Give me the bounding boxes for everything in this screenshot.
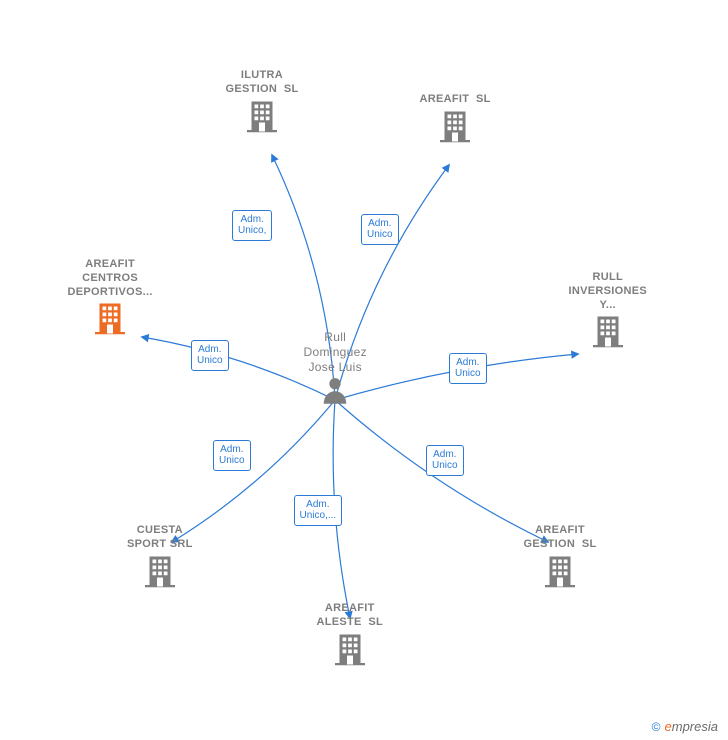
watermark-rest: mpresia: [672, 719, 718, 734]
node-ilutra[interactable]: ILUTRA GESTION SL: [226, 69, 299, 139]
edge-label-gestion: Adm. Unico: [426, 445, 464, 476]
node-aleste[interactable]: AREAFIT ALESTE SL: [317, 602, 384, 672]
watermark: © empresia: [652, 719, 718, 734]
edge-label-cuesta: Adm. Unico: [213, 440, 251, 471]
node-label: AREAFIT SL: [420, 93, 491, 107]
edge-label-centros: Adm. Unico: [191, 340, 229, 371]
edge-label-aleste: Adm. Unico,...: [294, 495, 343, 526]
node-label: AREAFIT GESTION SL: [524, 524, 597, 552]
copyright-symbol: ©: [652, 720, 661, 734]
center-label: Rull Dominguez Jose Luis: [304, 330, 367, 375]
building-icon: [590, 312, 626, 348]
center-node[interactable]: Rull Dominguez Jose Luis: [304, 330, 367, 411]
building-icon: [437, 107, 473, 143]
edge-label-areafit: Adm. Unico: [361, 214, 399, 245]
building-icon: [92, 299, 128, 335]
node-label: AREAFIT CENTROS DEPORTIVOS...: [68, 258, 153, 299]
building-icon: [542, 552, 578, 588]
person-icon: [320, 375, 350, 405]
node-label: ILUTRA GESTION SL: [226, 69, 299, 97]
edge-label-ilutra: Adm. Unico,: [232, 210, 272, 241]
node-label: CUESTA SPORT SRL: [127, 524, 193, 552]
building-icon: [142, 552, 178, 588]
watermark-first-letter: e: [665, 719, 672, 734]
node-cuesta[interactable]: CUESTA SPORT SRL: [127, 524, 193, 594]
building-icon: [244, 97, 280, 133]
node-label: AREAFIT ALESTE SL: [317, 602, 384, 630]
node-areafit[interactable]: AREAFIT SL: [420, 93, 491, 149]
node-rullinv[interactable]: RULL INVERSIONES Y...: [569, 271, 648, 354]
node-centros[interactable]: AREAFIT CENTROS DEPORTIVOS...: [68, 258, 153, 341]
edge-label-rullinv: Adm. Unico: [449, 353, 487, 384]
node-gestion[interactable]: AREAFIT GESTION SL: [524, 524, 597, 594]
building-icon: [332, 630, 368, 666]
node-label: RULL INVERSIONES Y...: [569, 271, 648, 312]
